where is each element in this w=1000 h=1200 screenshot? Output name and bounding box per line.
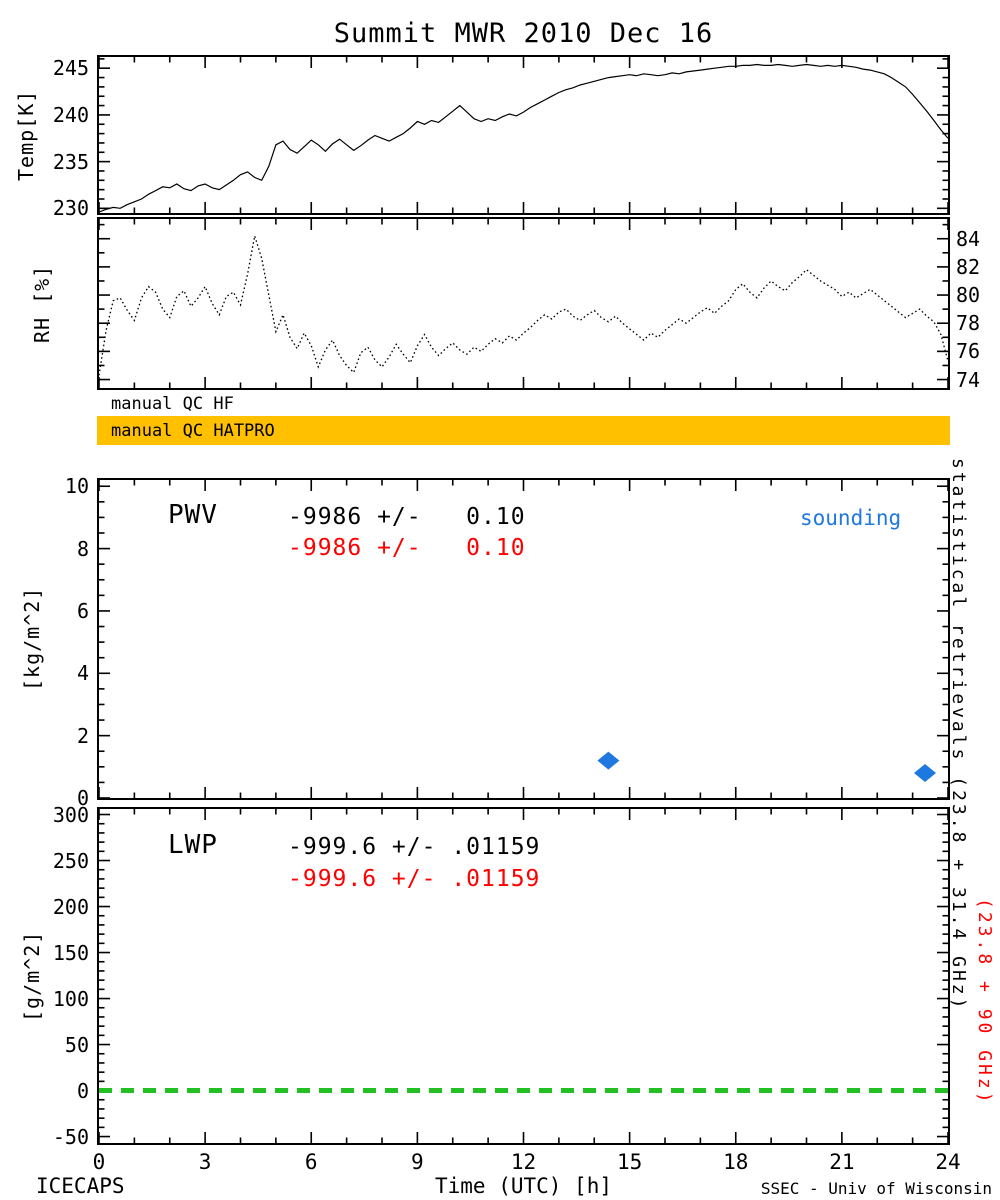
lwp-ytick-label: 200 (52, 894, 89, 919)
temp-panel (97, 55, 950, 215)
pwv-ytick-label: 10 (64, 474, 89, 499)
temp-axis-ticks (99, 57, 948, 213)
lwp-ytick-label: -50 (52, 1124, 89, 1149)
lwp-stat-black: -999.6 +/- .01159 (288, 834, 541, 860)
rh-axis-ticks (99, 219, 948, 388)
pwv-ytick-label: 0 (76, 786, 89, 810)
pwv-y-axis-label: [kg/m^2] (20, 586, 44, 692)
manual-qc-hatpro-bar: manual QC HATPRO (97, 416, 950, 445)
x-tick-label: 15 (616, 1150, 643, 1174)
chart-title: Summit MWR 2010 Dec 16 (333, 18, 714, 49)
pwv-ytick-label: 6 (76, 598, 89, 623)
lwp-stat-red: -999.6 +/- .01159 (288, 866, 541, 892)
pwv-panel (97, 478, 950, 800)
rh-ytick-label: 76 (956, 339, 981, 364)
pwv-ytick-label: 4 (76, 661, 89, 686)
temp-ytick-label: 240 (52, 102, 89, 127)
credit-label: SSEC - Univ of Wisconsin (760, 1179, 992, 1198)
manual-qc-hatpro-label: manual QC HATPRO (111, 420, 275, 441)
pwv-ytick-label: 8 (76, 536, 89, 561)
x-tick-label: 18 (723, 1150, 749, 1174)
x-tick-label: 0 (92, 1150, 106, 1174)
temp-series-line (99, 63, 948, 213)
lwp-ytick-label: 50 (64, 1032, 89, 1057)
lwp-plot-svg (99, 809, 948, 1143)
x-axis-label: Time (UTC) [h] (434, 1174, 612, 1198)
rh-y-axis-label: RH [%] (30, 264, 54, 343)
sounding-diamond-marker (597, 751, 620, 770)
x-tick-label: 6 (304, 1150, 318, 1174)
lwp-panel (97, 807, 950, 1145)
pwv-stat-black: -9986 +/- 0.10 (288, 504, 526, 530)
x-tick-label: 3 (198, 1150, 212, 1174)
pwv-axis-ticks (99, 480, 948, 798)
rh-ytick-label: 84 (956, 226, 981, 251)
manual-qc-hf-label: manual QC HF (111, 394, 234, 414)
rh-panel (97, 217, 950, 390)
rh-plot-svg (99, 219, 948, 388)
pwv-label: PWV (168, 500, 218, 530)
rh-ytick-label: 82 (956, 254, 981, 279)
lwp-ytick-label: 0 (76, 1078, 89, 1103)
rh-ytick-label: 78 (956, 311, 981, 336)
rh-ytick-label: 80 (956, 283, 981, 308)
temp-ytick-label: 245 (52, 56, 89, 81)
x-tick-label: 21 (829, 1150, 855, 1174)
icecaps-label: ICECAPS (36, 1174, 125, 1198)
temp-ytick-label: 230 (52, 196, 89, 221)
sounding-diamond-marker (914, 764, 937, 783)
pwv-plot-svg (99, 480, 948, 798)
right-note-red: (23.8 + 90 GHz) (974, 898, 995, 1106)
rh-series-line (99, 235, 948, 376)
rh-ytick-label: 74 (956, 367, 981, 392)
lwp-ytick-label: 300 (52, 802, 89, 827)
lwp-ytick-label: 150 (52, 940, 89, 965)
temp-plot-svg (99, 57, 948, 213)
pwv-ytick-label: 2 (76, 723, 89, 748)
lwp-ytick-label: 100 (52, 986, 89, 1011)
pwv-stat-red: -9986 +/- 0.10 (288, 535, 526, 561)
x-tick-label: 12 (510, 1150, 537, 1174)
sounding-legend-label: sounding (800, 506, 902, 530)
lwp-ytick-label: 250 (52, 848, 89, 873)
x-tick-label: 9 (411, 1150, 424, 1174)
right-note-black: statistical retrievals (23.8 + 31.4 GHz) (948, 458, 969, 1012)
x-tick-label: 24 (935, 1150, 961, 1174)
temp-ytick-label: 235 (52, 149, 89, 174)
lwp-label: LWP (168, 830, 218, 860)
